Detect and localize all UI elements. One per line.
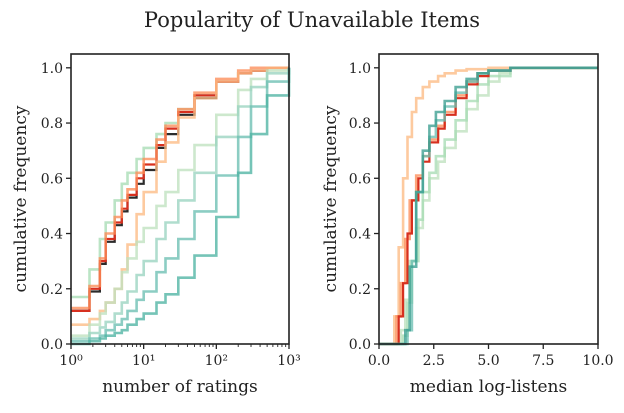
x-tick-label-right: 0.0 (368, 353, 390, 369)
y-tick-label-left: 0.8 (41, 116, 63, 132)
x-tick-label-left: 10³ (277, 353, 300, 369)
series-line-left-7 (71, 67, 291, 340)
y-tick-label-left: 0.4 (41, 227, 63, 243)
y-tick-label-left: 0.2 (41, 282, 63, 298)
series-line-right-5 (379, 66, 598, 346)
series-line-right-7 (379, 66, 598, 346)
y-axis-label-left: cumulative frequency (11, 105, 31, 292)
y-tick-label-left: 0.6 (41, 171, 63, 187)
y-tick-label-left: 0.0 (41, 337, 63, 353)
figure-title: Popularity of Unavailable Items (144, 8, 480, 32)
y-tick-label-right: 0.8 (349, 116, 371, 132)
x-axis-label-left: number of ratings (102, 377, 258, 397)
x-tick-label-left: 10¹ (132, 353, 155, 369)
series-line-left-2 (71, 66, 289, 312)
series-line-left-4 (71, 66, 289, 310)
x-tick-label-right: 2.5 (423, 353, 445, 369)
y-axis-label-right: cumulative frequency (321, 105, 341, 292)
series-line-left-6 (71, 67, 291, 337)
x-tick-label-left: 10² (205, 353, 228, 369)
series-line-left-8 (71, 67, 291, 343)
y-tick-label-left: 1.0 (41, 61, 63, 77)
panel-median-log-listens: 0.0 0.2 0.4 0.6 0.8 1.0 0.0 2.5 5.0 7.5 10.0 media… (321, 53, 614, 397)
x-tick-label-right: 5.0 (477, 353, 499, 369)
series-line-left-9 (71, 67, 291, 346)
axes-frame-left (70, 53, 290, 345)
series-line-right-1 (379, 66, 598, 346)
panel-number-of-ratings: 0.0 0.2 0.4 0.6 0.8 1.0 10⁰ 10¹ 10² 10³ number of… (11, 53, 301, 397)
y-tick-label-right: 0.6 (349, 171, 371, 187)
x-tick-label-right: 10.0 (582, 353, 613, 369)
y-tick-label-right: 1.0 (349, 61, 371, 77)
x-tick-label-right: 7.5 (532, 353, 554, 369)
x-axis-label-right: median log-listens (410, 377, 567, 397)
y-tick-label-right: 0.2 (349, 282, 371, 298)
x-tick-label-left: 10⁰ (59, 353, 83, 369)
y-tick-label-right: 0.0 (349, 337, 371, 353)
series-line-left-1 (71, 66, 289, 299)
series-line-left-3 (71, 66, 289, 312)
y-tick-label-right: 0.4 (349, 227, 371, 243)
series-group-number-of-ratings (71, 66, 291, 346)
series-group-median-log-listens (379, 66, 598, 346)
